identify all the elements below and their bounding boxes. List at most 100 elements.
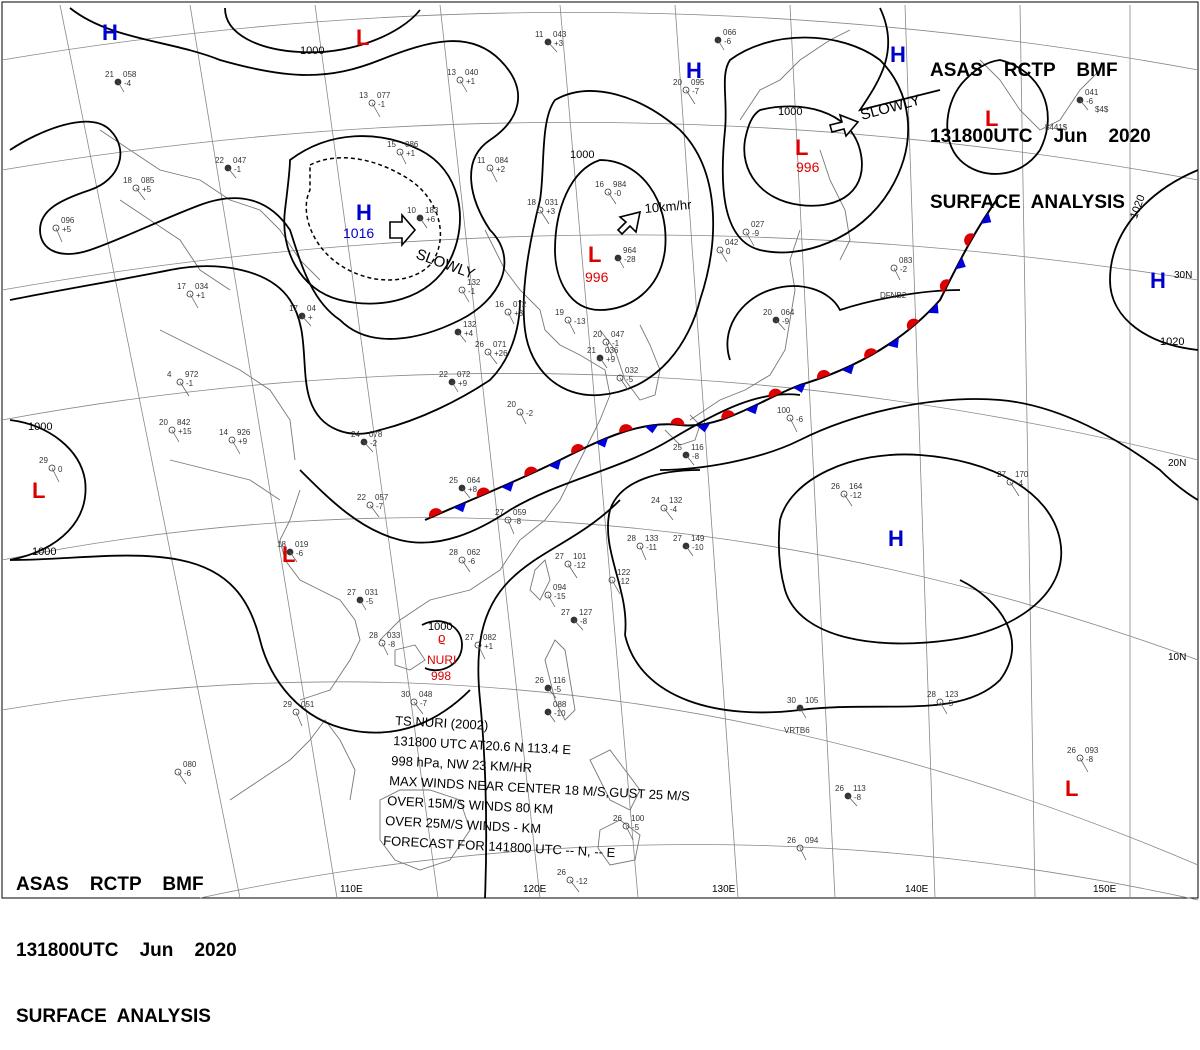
wind-barb — [179, 381, 190, 397]
low-pressure-symbol: L — [588, 242, 601, 267]
bulletin-line: 998 hPa, NW 23 KM/HR — [391, 753, 532, 775]
meridian — [314, 4, 439, 899]
station-temperature: 19 — [555, 308, 564, 317]
wind-barb — [605, 341, 613, 357]
station-plot: 096+5 — [52, 216, 75, 243]
isobar — [607, 469, 701, 636]
station-tendency: -6 — [724, 37, 732, 46]
station-tendency: 0 — [58, 465, 63, 474]
station-temperature: 24 — [351, 430, 360, 439]
mindanao — [597, 819, 641, 866]
inland-border — [159, 329, 296, 461]
wind-barb — [1009, 481, 1020, 497]
wind-barb — [1079, 99, 1089, 111]
wind-barb — [477, 644, 486, 660]
station-tendency: -10 — [554, 709, 566, 718]
station-pressure: 057 — [375, 493, 389, 502]
station-circle — [410, 698, 418, 706]
isobar-label: 1020 — [1160, 336, 1184, 348]
wind-barb — [459, 79, 468, 93]
meridian — [904, 4, 936, 899]
station-tendency: -10 — [692, 543, 704, 552]
wind-barb — [567, 319, 576, 335]
station-plot: 17 04+ — [289, 304, 316, 327]
wind-barb — [487, 351, 498, 365]
low-pressure-symbol: L — [32, 478, 45, 503]
station-temperature: 16 — [495, 300, 504, 309]
station-temperature: 26 — [1067, 746, 1076, 755]
front-symbols — [429, 212, 992, 518]
station-plot: 19 -13 — [555, 308, 586, 335]
cold-front-triangle — [548, 459, 562, 470]
header-title: SURFACE ANALYSIS — [930, 192, 1125, 213]
cold-front-triangle — [453, 502, 467, 513]
station-pressure: 033 — [387, 631, 401, 640]
taiwan — [529, 559, 551, 601]
station-pressure: 132 — [669, 496, 683, 505]
station-temperature: 28 — [927, 690, 936, 699]
station-temperature: 27 — [495, 508, 504, 517]
station-plot: 083-2 — [890, 256, 913, 281]
station-tendency: +15 — [178, 427, 192, 436]
low-pressure-value: 996 — [796, 159, 820, 175]
station-tendency: 0 — [726, 247, 731, 256]
bulletin-line: TS NURI (2002) — [395, 713, 489, 733]
station-plot: 080-6 — [174, 760, 197, 785]
station-circle — [616, 374, 624, 382]
warm-front-semicircle — [768, 388, 782, 399]
isobar — [726, 285, 961, 361]
station-tendency: -1 — [468, 287, 476, 296]
wind-barb — [547, 41, 558, 53]
station-circle — [168, 426, 176, 434]
storm-bulletin: TS NURI (2002) 131800 UTC AT20.6 N 113.4… — [383, 713, 691, 860]
station-pressure: 027 — [751, 220, 765, 229]
station-tendency: -2 — [526, 409, 534, 418]
station-pressure: 095 — [691, 78, 705, 87]
station-plot: 26 -12 — [557, 868, 588, 893]
station-temperature: 27 — [347, 588, 356, 597]
isobars — [9, 7, 1199, 899]
header-top: ASAS RCTP BMF 131800UTC Jun 2020 SURFACE… — [930, 16, 1151, 236]
wind-barb — [799, 847, 807, 861]
korea-coast — [599, 324, 661, 401]
wind-barb — [719, 249, 728, 263]
isobar — [857, 7, 941, 112]
station-pressure: 031 — [545, 198, 559, 207]
station-tendency: -1 — [612, 339, 620, 348]
station-plot: 088-10 — [544, 700, 567, 723]
bulletin-line: FORECAST FOR 141800 UTC -- N, -- E — [383, 833, 616, 860]
wind-barb — [799, 707, 807, 719]
station-tendency: -5 — [554, 685, 562, 694]
indochina — [279, 489, 361, 701]
station-temperature: 30 — [401, 690, 410, 699]
station-pressure: 094 — [805, 836, 819, 845]
station-temperature: 22 — [357, 493, 366, 502]
wind-barb — [301, 315, 312, 327]
warm-front-semicircle — [906, 318, 920, 331]
wind-barb — [461, 559, 471, 573]
station-plot: 24 078-2 — [351, 430, 383, 453]
wind-barb — [775, 319, 786, 331]
station-plot: 18 019-6 — [277, 540, 309, 563]
station-circle — [486, 164, 494, 172]
wind-barb — [189, 293, 199, 309]
station-pressure: 842 — [177, 418, 191, 427]
station-plot: 26 100-5 — [613, 814, 645, 841]
meridian — [1019, 4, 1036, 899]
japan-kyushu — [664, 414, 701, 446]
station-plot: 20 842+15 — [159, 418, 192, 443]
isobar — [9, 265, 521, 435]
station-plot: 22 072+9 — [439, 370, 471, 393]
wind-barb — [573, 619, 584, 631]
station-circle — [378, 639, 386, 647]
wind-barb — [539, 209, 550, 225]
station-plot: 28 033-8 — [369, 631, 401, 656]
station-tendency: -6 — [468, 557, 476, 566]
parallel — [1, 122, 1199, 181]
station-pressure: 032 — [625, 366, 639, 375]
station-tendency: -0 — [614, 189, 622, 198]
coastline — [99, 29, 1101, 871]
isobar — [9, 554, 471, 734]
station-tendency: +1 — [196, 291, 206, 300]
pressure-centers: H L H 1016 L 996 H H L 996 L H L L H L — [32, 20, 1166, 801]
